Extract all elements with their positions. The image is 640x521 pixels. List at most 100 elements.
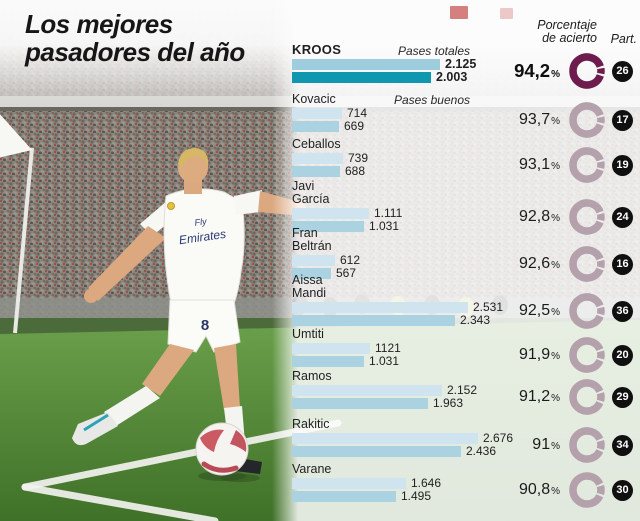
accuracy-donut-chart [569, 199, 605, 235]
bar-pases-totales [292, 108, 342, 119]
pass-bars: 1.646 1.495 [292, 476, 640, 503]
participation-badge: 36 [612, 300, 633, 322]
pases-totales-value: 1121 [375, 341, 401, 355]
percent-sign: % [551, 486, 560, 497]
row-metrics: 91,2% 29 [488, 378, 633, 416]
accuracy-value: 91,2 [518, 388, 551, 405]
pases-totales-value: 1.111 [374, 206, 403, 220]
pases-buenos-value: 1.031 [369, 219, 400, 233]
participation-badge: 17 [612, 109, 633, 131]
bar-pases-buenos [292, 268, 331, 279]
table-row: Pases buenos Kovacic 714 669 93,7% 17 [292, 93, 640, 138]
accuracy-donut-chart [569, 472, 605, 508]
accuracy-value: 93,1 [518, 156, 551, 173]
accuracy-percentage: 90,8% [488, 481, 560, 499]
pases-buenos-value: 1.031 [369, 354, 400, 368]
row-metrics: 93,1% 19 [488, 146, 633, 184]
pases-buenos-value: 567 [336, 266, 357, 280]
accuracy-value: 90,8 [518, 481, 551, 498]
accuracy-percentage: 91,9% [488, 346, 560, 364]
header-porcentaje-line1: Porcentaje [537, 18, 597, 32]
pases-totales-value: 2.531 [473, 300, 504, 314]
bar-pases-totales [292, 385, 442, 396]
accuracy-donut-chart [569, 147, 605, 183]
participation-badge: 24 [612, 206, 633, 228]
bar-pases-buenos [292, 315, 455, 326]
accuracy-donut-chart [569, 53, 605, 89]
row-metrics: 92,5% 36 [488, 292, 633, 330]
bar-pases-buenos [292, 398, 428, 409]
bar-pases-buenos [292, 121, 339, 132]
player-kroos: Fly Emirates 8 [72, 148, 307, 482]
pases-buenos-value: 1.963 [433, 396, 464, 410]
scoreboard-red-sign [450, 6, 468, 19]
percent-sign: % [551, 260, 560, 271]
bar-pases-totales [292, 153, 343, 164]
header-part: Part. [610, 32, 637, 46]
bar-pases-buenos [292, 446, 461, 457]
accuracy-percentage: 92,6% [488, 255, 560, 273]
pases-buenos-value: 1.495 [401, 489, 432, 503]
accuracy-percentage: 93,7% [488, 111, 560, 129]
participation-badge: 20 [612, 344, 633, 366]
accuracy-donut-chart [569, 427, 605, 463]
player-name: Fran Beltrán [292, 226, 332, 253]
participation-badge: 29 [612, 386, 633, 408]
pass-bars: 739 688 [292, 152, 640, 177]
player-name: Javi García [292, 179, 330, 206]
row-metrics: 92,6% 16 [488, 245, 633, 283]
participation-badge: 19 [612, 154, 633, 176]
table-row: Ceballos 739 688 93,1% 19 [292, 137, 640, 183]
player-name: Ceballos [292, 137, 341, 151]
percent-sign: % [551, 161, 560, 172]
series-label: Pases totales [397, 44, 470, 58]
player-name: Rakitic [292, 417, 330, 431]
pass-bars: 612 567 [292, 254, 640, 280]
pitch-line [21, 483, 219, 521]
table-row: Fran Beltrán 612 567 92,6% 16 [292, 226, 640, 283]
bar-pases-totales [292, 343, 370, 354]
participation-badge: 16 [612, 253, 633, 275]
percent-sign: % [551, 393, 560, 404]
pass-bars: 2.152 1.963 [292, 383, 640, 410]
pases-totales-value: 2.676 [483, 431, 514, 445]
accuracy-value: 91,9 [518, 346, 551, 363]
accuracy-donut-chart [569, 102, 605, 138]
accuracy-donut-chart [569, 246, 605, 282]
pases-buenos-value: 2.343 [460, 313, 491, 327]
pass-bars: 1121 1.031 [292, 341, 640, 368]
jersey-sponsor-line1: Fly [194, 216, 208, 228]
bar-pases-totales [292, 208, 369, 219]
bar-pases-buenos [292, 491, 396, 502]
row-metrics: 92,8% 24 [488, 198, 633, 236]
player-name: Umtiti [292, 327, 324, 341]
player-name: Varane [292, 462, 332, 476]
accuracy-value: 92,5 [518, 302, 551, 319]
jersey-number: 8 [201, 317, 209, 334]
pass-bars: 1.111 1.031 [292, 206, 640, 233]
table-row: Ramos 2.152 1.963 91,2% 29 [292, 370, 640, 415]
header-porcentaje: Porcentaje de acierto [537, 19, 597, 45]
bar-pases-totales [292, 478, 406, 489]
accuracy-percentage: 92,5% [488, 302, 560, 320]
title-line1: Los mejores [25, 9, 173, 39]
bar-pases-totales [292, 255, 335, 266]
participation-badge: 30 [612, 479, 633, 501]
table-row: Umtiti 1121 1.031 91,9% 20 [292, 327, 640, 373]
series-label: Pases buenos [393, 93, 470, 107]
page-title: Los mejores pasadores del año [25, 10, 245, 66]
table-row: Rakitic 2.676 2.436 91% 34 [292, 417, 640, 463]
row-metrics: 91,9% 20 [488, 336, 633, 374]
pass-bars: 2.125 2.003 [292, 57, 640, 83]
accuracy-value: 94,2 [514, 60, 551, 81]
accuracy-percentage: 91,2% [488, 388, 560, 406]
bar-pases-totales [292, 302, 468, 313]
pases-totales-value: 2.152 [447, 383, 478, 397]
accuracy-percentage: 91% [488, 436, 560, 454]
row-metrics: 94,2% 26 [488, 52, 633, 90]
pases-totales-value: 2.125 [445, 57, 477, 71]
percent-sign: % [551, 307, 560, 318]
pases-totales-value: 1.646 [411, 476, 442, 490]
